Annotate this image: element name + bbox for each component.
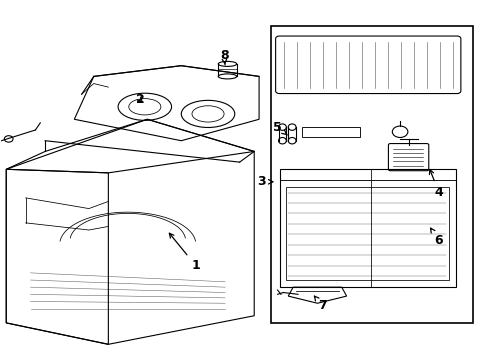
Bar [301,127,360,137]
Text: 3: 3 [257,175,272,188]
Text: 5: 5 [273,121,286,135]
Text: 8: 8 [219,49,228,65]
Text: 4: 4 [428,170,443,199]
Text: 2: 2 [135,93,144,106]
Bar [271,26,472,323]
Text: 6: 6 [430,228,443,247]
Bar [285,187,448,280]
Text: 7: 7 [314,296,326,312]
Text: 1: 1 [169,233,200,272]
